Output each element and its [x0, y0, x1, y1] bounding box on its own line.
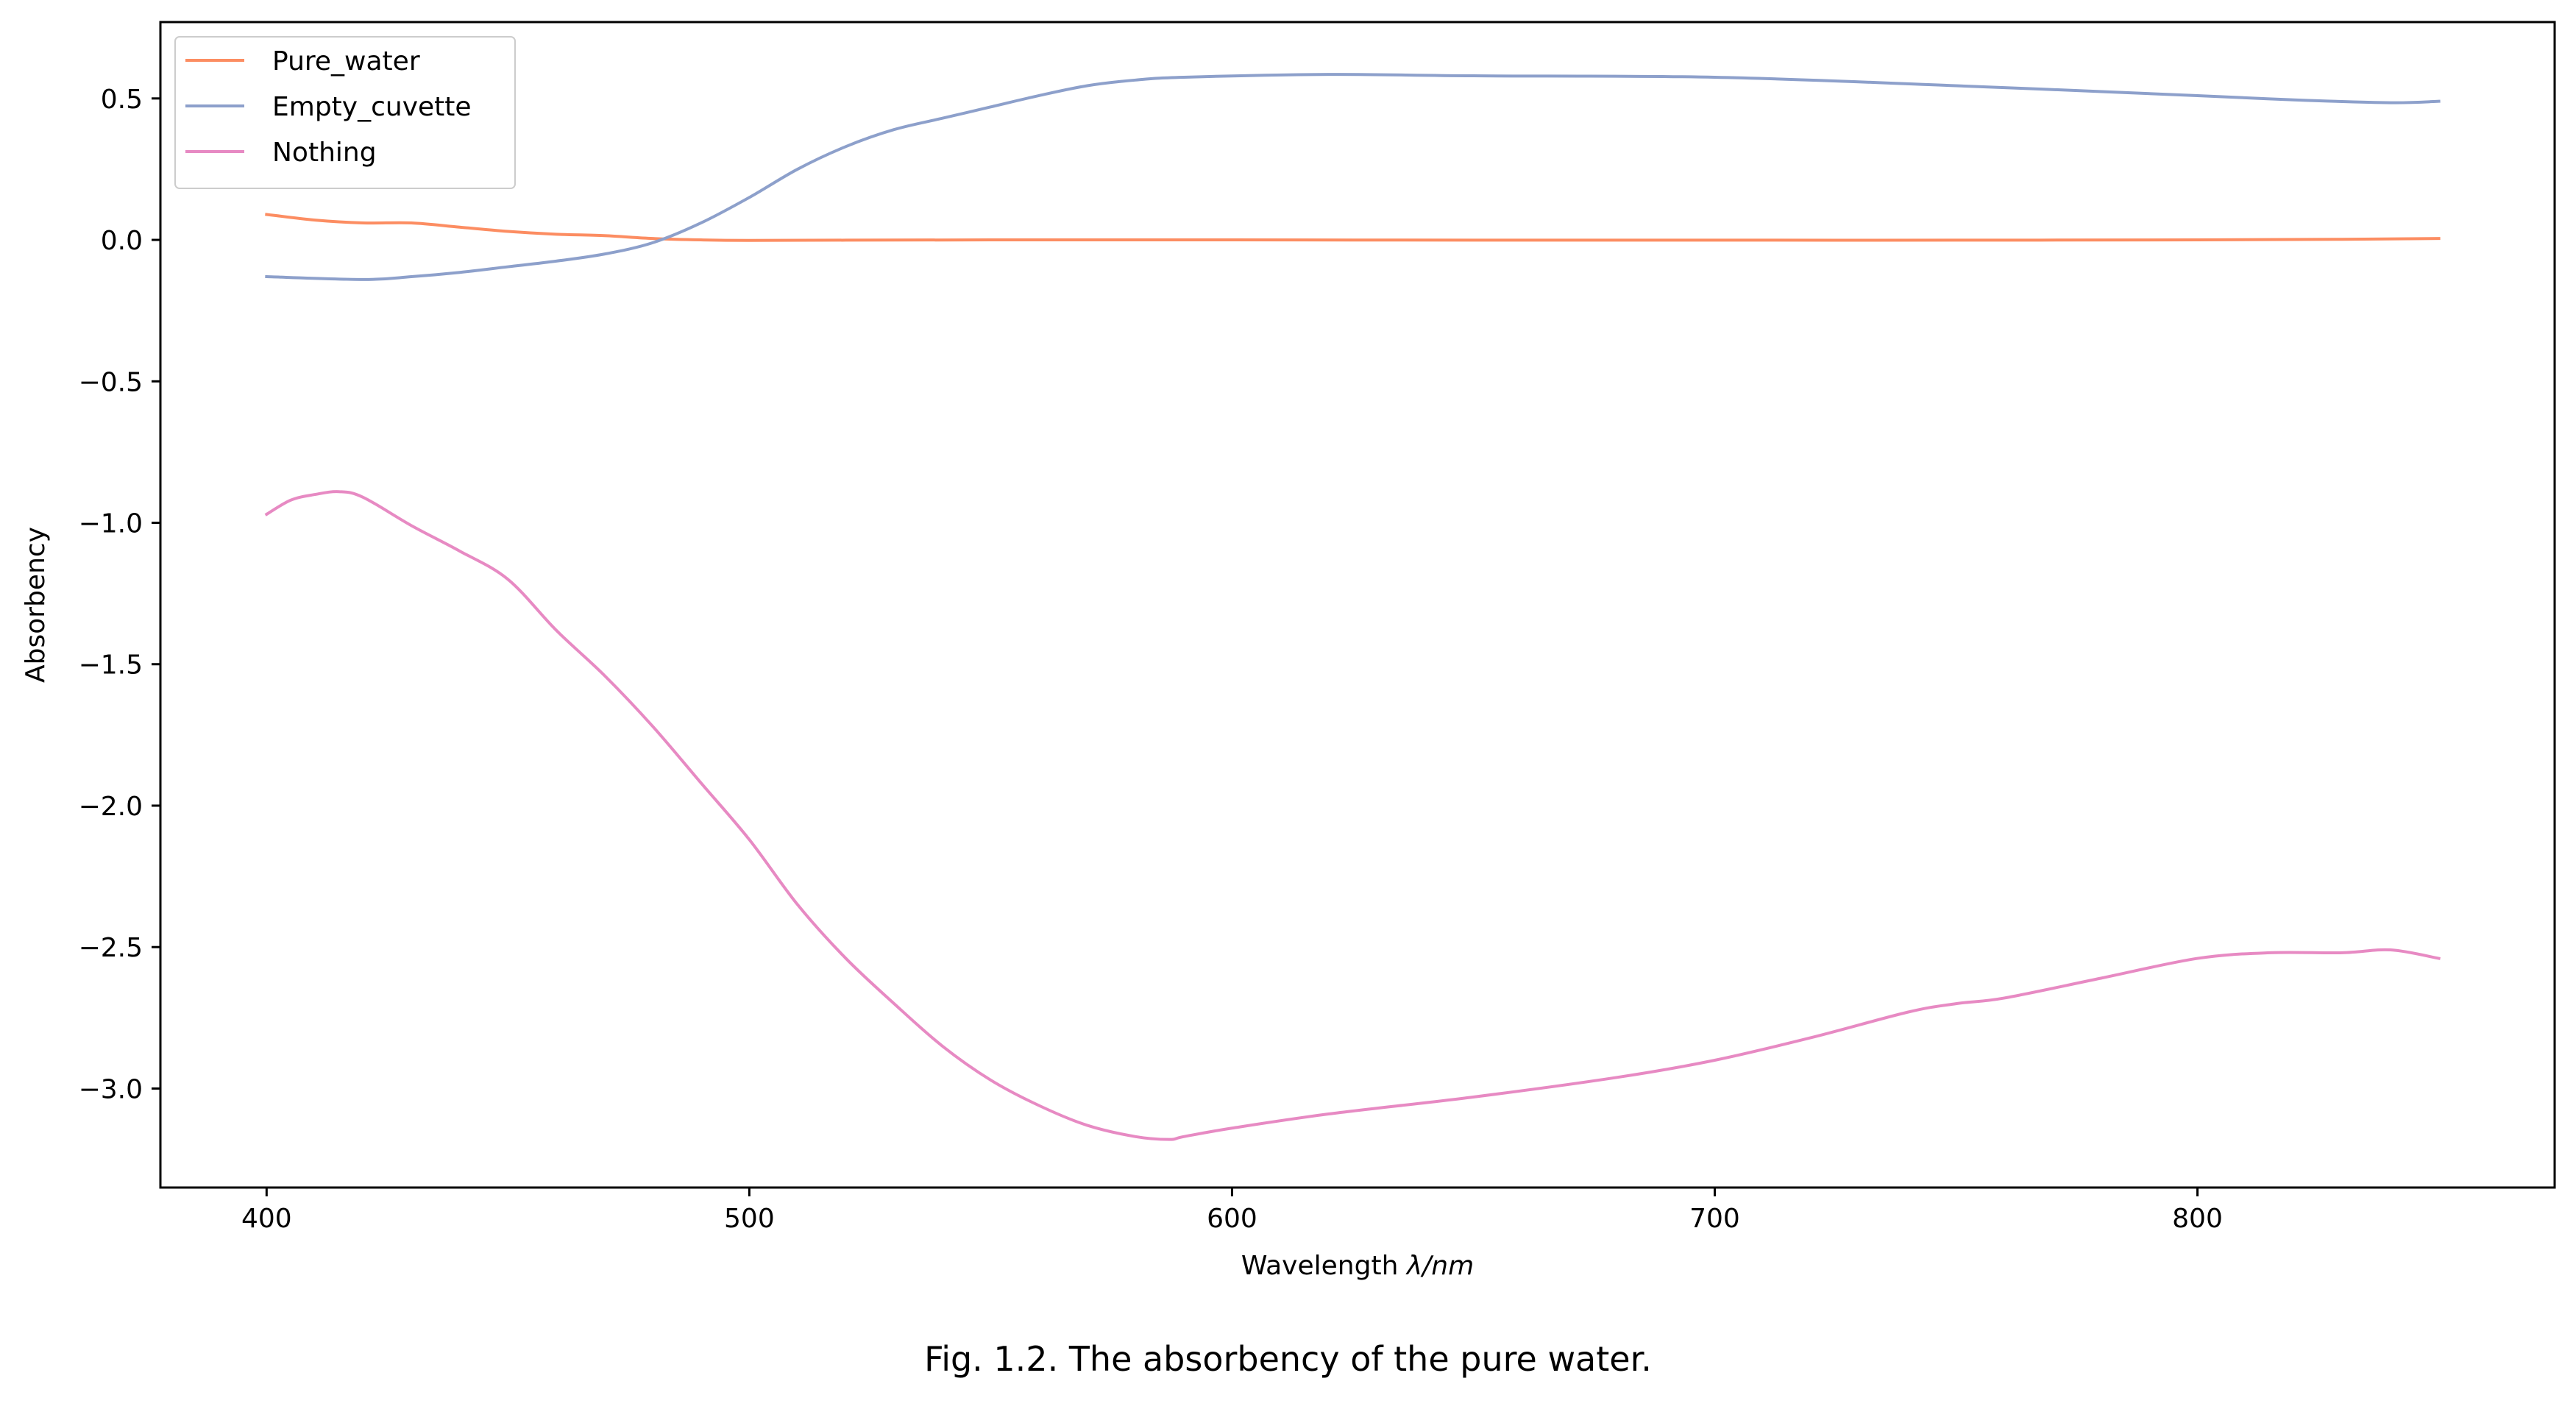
legend: Pure_water Empty_cuvette Nothing	[174, 36, 516, 189]
x-tick-label: 400	[241, 1204, 292, 1234]
legend-label: Pure_water	[272, 46, 420, 77]
x-tick-label: 800	[2172, 1204, 2223, 1234]
y-tick-label: −1.5	[79, 650, 143, 681]
series-line-pure-water	[265, 213, 2441, 242]
x-tick-label: 700	[1689, 1204, 1740, 1234]
y-tick-label: −2.5	[79, 933, 143, 963]
y-axis-label: Absorbency	[21, 527, 51, 683]
series-layer	[264, 73, 2441, 1141]
x-axis: 400 500 600 700 800	[241, 1188, 2223, 1234]
legend-box	[174, 36, 516, 189]
x-tick-label: 500	[724, 1204, 775, 1234]
series-line-nothing	[264, 490, 2441, 1141]
legend-label: Empty_cuvette	[272, 92, 472, 122]
y-tick-label: 0.5	[101, 85, 143, 115]
x-axis-label-text: Wavelength	[1241, 1251, 1407, 1281]
chart-background	[0, 0, 2576, 1324]
y-tick-label: 0.0	[101, 226, 143, 256]
x-axis-label: Wavelength λ/nm	[1241, 1251, 1474, 1281]
y-tick-label: −2.0	[79, 792, 143, 822]
plot-frame	[159, 21, 2556, 1189]
y-axis: 0.5 0.0 −0.5 −1.0 −1.5 −2.0 −2.5 −3.0	[79, 85, 160, 1104]
y-tick-label: −3.0	[79, 1074, 143, 1104]
figure-caption: Fig. 1.2. The absorbency of the pure wat…	[924, 1339, 1652, 1379]
line-chart: 400 500 600 700 800 0.5 0.0 −0.5 −1.0 −1.5 −2.0 −2…	[0, 0, 2576, 1324]
y-tick-label: −0.5	[79, 367, 143, 397]
series-line-empty-cuvette	[265, 73, 2441, 281]
y-tick-label: −1.0	[79, 509, 143, 539]
x-tick-label: 600	[1207, 1204, 1257, 1234]
legend-label: Nothing	[272, 138, 377, 168]
x-axis-label-symbol: λ/nm	[1405, 1251, 1474, 1281]
